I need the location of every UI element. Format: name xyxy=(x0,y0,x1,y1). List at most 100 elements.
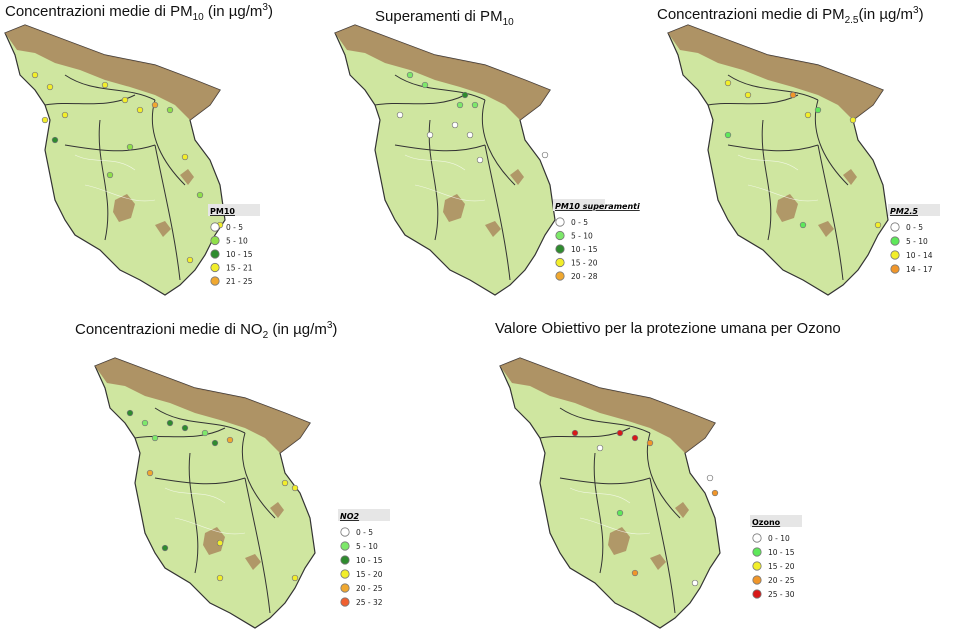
legend-swatch xyxy=(210,235,220,246)
legend-label: 10 - 15 xyxy=(226,250,253,259)
legend: NO2 0 - 5 5 - 10 10 - 15 15 - 20 20 - 25 25 - … xyxy=(338,509,390,607)
station xyxy=(724,131,732,139)
title-part: 10 xyxy=(502,17,514,28)
legend-swatch xyxy=(890,236,900,246)
region-map xyxy=(4,24,226,296)
map-title: Superamenti di PM10 xyxy=(375,8,514,28)
station xyxy=(646,439,654,447)
legend-label: 15 - 20 xyxy=(768,562,795,571)
legend-label: 15 - 20 xyxy=(356,570,383,579)
map-title: Concentrazioni medie di NO2 (in µg/m3) xyxy=(75,320,337,341)
station xyxy=(724,79,732,87)
station xyxy=(799,221,807,229)
station xyxy=(631,434,639,442)
station xyxy=(466,131,474,139)
legend-swatch xyxy=(555,271,565,281)
legend-swatch xyxy=(890,250,900,260)
title-part: (in µg/m xyxy=(203,3,263,20)
station xyxy=(814,106,822,114)
title-part: Concentrazioni medie di PM xyxy=(657,6,845,23)
legend-label: 0 - 5 xyxy=(226,223,243,232)
station xyxy=(541,151,549,159)
legend-swatch xyxy=(340,583,350,593)
legend-label: 25 - 32 xyxy=(356,598,383,607)
station xyxy=(711,489,719,497)
legend: PM10 0 - 5 5 - 10 10 - 15 15 - 21 21 - 25 xyxy=(208,204,260,286)
legend-label: 0 - 5 xyxy=(571,218,588,227)
station xyxy=(61,111,69,119)
legend-label: 10 - 14 xyxy=(906,251,933,260)
title-part: 2.5 xyxy=(844,15,859,26)
station xyxy=(136,106,144,114)
title-part: Concentrazioni medie di NO xyxy=(75,321,263,338)
title-part: ) xyxy=(918,6,924,23)
station xyxy=(101,81,109,89)
station xyxy=(216,539,224,547)
title-part: 2 xyxy=(262,330,269,341)
legend-label: 5 - 10 xyxy=(571,232,593,241)
legend-swatch xyxy=(752,533,762,543)
legend-swatch xyxy=(210,222,220,232)
legend-title-bg xyxy=(750,515,802,527)
station xyxy=(211,439,219,447)
station xyxy=(426,131,434,139)
station xyxy=(421,81,429,89)
legend-swatch xyxy=(340,527,350,537)
legend-label: 0 - 5 xyxy=(906,223,923,232)
legend-label: 5 - 10 xyxy=(356,542,378,551)
station xyxy=(51,136,59,144)
legend-swatch xyxy=(890,222,900,232)
station xyxy=(186,256,194,264)
legend-swatch xyxy=(752,561,762,571)
legend-title-bg xyxy=(208,204,260,216)
legend-label: 0 - 10 xyxy=(768,534,790,543)
station xyxy=(41,116,49,124)
legend-title: PM10 xyxy=(210,207,235,216)
map-title: Valore Obiettivo per la protezione umana… xyxy=(495,320,841,337)
legend-title: Ozono xyxy=(752,518,781,527)
title-part: 3 xyxy=(262,2,268,13)
title-part: 3 xyxy=(326,320,333,331)
station xyxy=(126,409,134,417)
legend-swatch xyxy=(752,575,762,585)
legend-swatch xyxy=(340,541,350,551)
station xyxy=(151,434,159,442)
legend-label: 10 - 15 xyxy=(356,556,383,565)
station xyxy=(631,569,639,577)
station xyxy=(849,116,857,124)
station xyxy=(596,444,604,452)
title-part: (in µg/m xyxy=(268,321,327,338)
station xyxy=(106,171,114,179)
legend-swatch xyxy=(555,244,565,254)
station xyxy=(181,153,189,161)
title-part: Superamenti di PM xyxy=(375,8,503,25)
station xyxy=(291,574,299,582)
station xyxy=(126,143,134,151)
legend-swatch xyxy=(340,569,350,579)
legend-label: 14 - 17 xyxy=(906,265,933,274)
station xyxy=(31,71,39,79)
station xyxy=(121,96,129,104)
legend-label: 10 - 15 xyxy=(571,245,598,254)
station xyxy=(281,479,289,487)
legend-label: 20 - 28 xyxy=(571,272,598,281)
legend-swatch xyxy=(210,276,220,286)
region-map xyxy=(667,24,889,296)
region-map xyxy=(334,24,556,296)
map-title: Concentrazioni medie di PM2.5(in µg/m3) xyxy=(657,5,924,26)
legend-label: 25 - 30 xyxy=(768,590,795,599)
station xyxy=(141,419,149,427)
title-part: ) xyxy=(332,321,338,338)
station xyxy=(874,221,882,229)
region-shape xyxy=(667,24,889,296)
station xyxy=(706,474,714,482)
station xyxy=(46,83,54,91)
legend-swatch xyxy=(340,555,350,565)
station xyxy=(151,101,159,109)
title-part: Concentrazioni medie di PM xyxy=(5,3,193,20)
station xyxy=(201,429,209,437)
station xyxy=(804,111,812,119)
legend-swatch xyxy=(752,547,762,557)
